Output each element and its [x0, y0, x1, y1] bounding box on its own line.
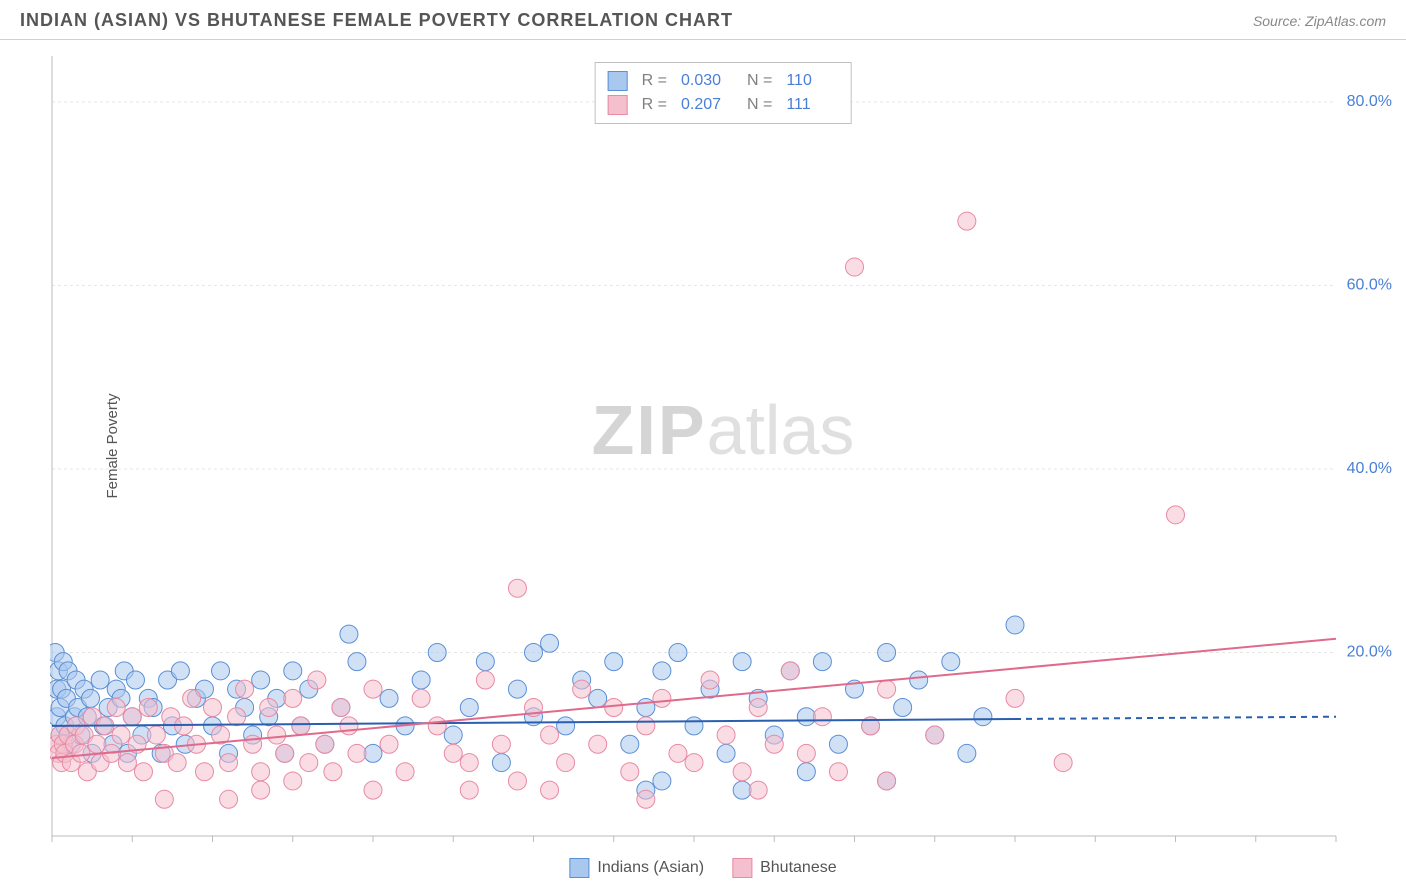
r-label: R =: [642, 96, 667, 114]
legend-swatch-series1: [569, 858, 589, 878]
svg-text:40.0%: 40.0%: [1347, 460, 1392, 477]
swatch-series1: [608, 71, 628, 91]
legend-label-series2: Bhutanese: [760, 859, 837, 877]
legend-label-series1: Indians (Asian): [597, 859, 704, 877]
swatch-series2: [608, 95, 628, 115]
n-value-series1: 110: [786, 72, 838, 90]
chart-title: INDIAN (ASIAN) VS BHUTANESE FEMALE POVER…: [20, 10, 733, 31]
series-legend: Indians (Asian) Bhutanese: [569, 858, 836, 878]
n-label: N =: [747, 72, 772, 90]
source-prefix: Source:: [1253, 13, 1305, 29]
stats-row-series1: R = 0.030 N = 110: [608, 69, 839, 93]
scatter-plot: 20.0%40.0%60.0%80.0%0.0%80.0%: [50, 50, 1396, 842]
n-label: N =: [747, 96, 772, 114]
source-attribution: Source: ZipAtlas.com: [1253, 13, 1386, 29]
stats-row-series2: R = 0.207 N = 111: [608, 93, 839, 117]
svg-text:60.0%: 60.0%: [1347, 277, 1392, 294]
legend-swatch-series2: [732, 858, 752, 878]
r-value-series2: 0.207: [681, 96, 733, 114]
source-name: ZipAtlas.com: [1305, 13, 1386, 29]
svg-text:80.0%: 80.0%: [1347, 93, 1392, 110]
r-value-series1: 0.030: [681, 72, 733, 90]
r-label: R =: [642, 72, 667, 90]
legend-item-series1: Indians (Asian): [569, 858, 704, 878]
svg-text:20.0%: 20.0%: [1347, 644, 1392, 661]
chart-header: INDIAN (ASIAN) VS BHUTANESE FEMALE POVER…: [0, 0, 1406, 40]
n-value-series2: 111: [786, 96, 838, 114]
chart-container: Female Poverty ZIPatlas 20.0%40.0%60.0%8…: [50, 50, 1396, 842]
correlation-stats-box: R = 0.030 N = 110 R = 0.207 N = 111: [595, 62, 852, 124]
legend-item-series2: Bhutanese: [732, 858, 837, 878]
